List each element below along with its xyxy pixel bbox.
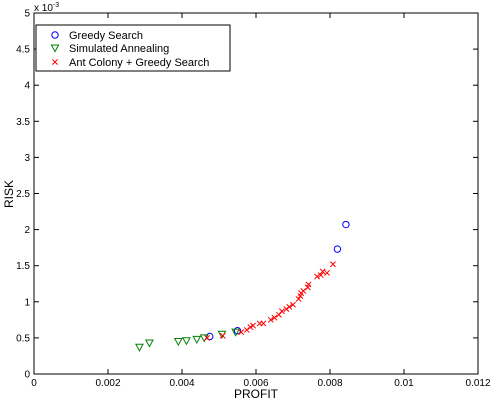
x-axis-label: PROFIT (234, 387, 279, 401)
y-exponent-label: x 10-3 (34, 2, 59, 14)
y-tick-label: 5 (24, 9, 30, 20)
simulated-annealing-point (192, 335, 202, 344)
simulated-annealing-point (144, 339, 154, 348)
ant-colony-point (314, 273, 321, 280)
y-tick-label: 4 (24, 81, 30, 92)
simulated-annealing-point (135, 343, 144, 352)
ant-colony-point (295, 295, 302, 302)
x-tick-label: 0.01 (394, 378, 414, 389)
ant-colony-point (324, 269, 330, 276)
ant-colony-point (267, 316, 274, 323)
ant-colony-point (290, 301, 296, 308)
ant-colony-point (319, 268, 326, 275)
x-tick-label: 0.006 (243, 378, 268, 389)
y-tick-label: 1.5 (16, 261, 30, 272)
x-tick-label: 0.008 (317, 378, 342, 389)
y-tick-label: 2.5 (16, 189, 30, 200)
ant-colony-point (300, 288, 307, 294)
y-tick-label: 4.5 (16, 45, 30, 56)
legend: Greedy Search Simulated Annealing Ant Co… (35, 24, 231, 72)
simulated-annealing-point (199, 334, 209, 343)
y-tick-label: 1 (24, 297, 30, 308)
ant-colony-point (330, 261, 336, 268)
y-tick-label: 3.5 (16, 117, 30, 128)
ant-colony-point (243, 327, 250, 333)
greedy-search-point (333, 245, 342, 253)
y-exponent-power: -3 (53, 2, 59, 9)
legend-label-simulated-annealing: Simulated Annealing (69, 43, 169, 55)
x-tick-label: 0.012 (465, 378, 490, 389)
greedy-search-point (342, 220, 350, 229)
ant-colony-point (278, 308, 285, 315)
ant-colony-point (204, 334, 211, 341)
ant-colony-point (238, 329, 245, 336)
y-tick-label: 0.5 (16, 333, 30, 344)
legend-markers (50, 31, 60, 65)
legend-marker-simulated-annealing (50, 44, 60, 53)
y-tick-label: 0 (24, 370, 30, 381)
ant-colony-point (286, 303, 293, 310)
ant-colony-point (219, 332, 226, 339)
axis-ticks: 0 0.002 0.004 0.006 0.008 0.01 0.012 0 0.5 1 1.5 2 2… (16, 9, 491, 390)
ant-colony-point (317, 272, 324, 279)
simulated-annealing-point (231, 328, 241, 337)
x-tick-label: 0.004 (169, 378, 194, 389)
x-tick-label: 0 (31, 378, 37, 389)
greedy-search-point (233, 326, 242, 335)
legend-label-greedy-search: Greedy Search (69, 30, 143, 42)
legend-marker-ant-colony (52, 59, 58, 65)
y-axis-label: RISK (2, 180, 16, 208)
y-tick-label: 3 (24, 153, 30, 164)
plot-area (33, 12, 479, 375)
ant-colony-point (250, 322, 256, 329)
simulated-annealing-point (173, 338, 183, 347)
legend-marker-greedy-search (51, 31, 59, 39)
data-marks (135, 220, 350, 352)
x-tick-label: 0.002 (95, 378, 120, 389)
ant-colony-point (305, 281, 312, 288)
legend-box (35, 24, 231, 72)
ant-colony-point (271, 314, 278, 321)
ant-colony-point (260, 320, 267, 327)
simulated-annealing-point (181, 337, 191, 346)
ant-colony-point (283, 306, 290, 312)
y-tick-label: 2 (24, 225, 30, 236)
legend-label-ant-colony-greedy-search: Ant Colony + Greedy Search (69, 57, 209, 69)
